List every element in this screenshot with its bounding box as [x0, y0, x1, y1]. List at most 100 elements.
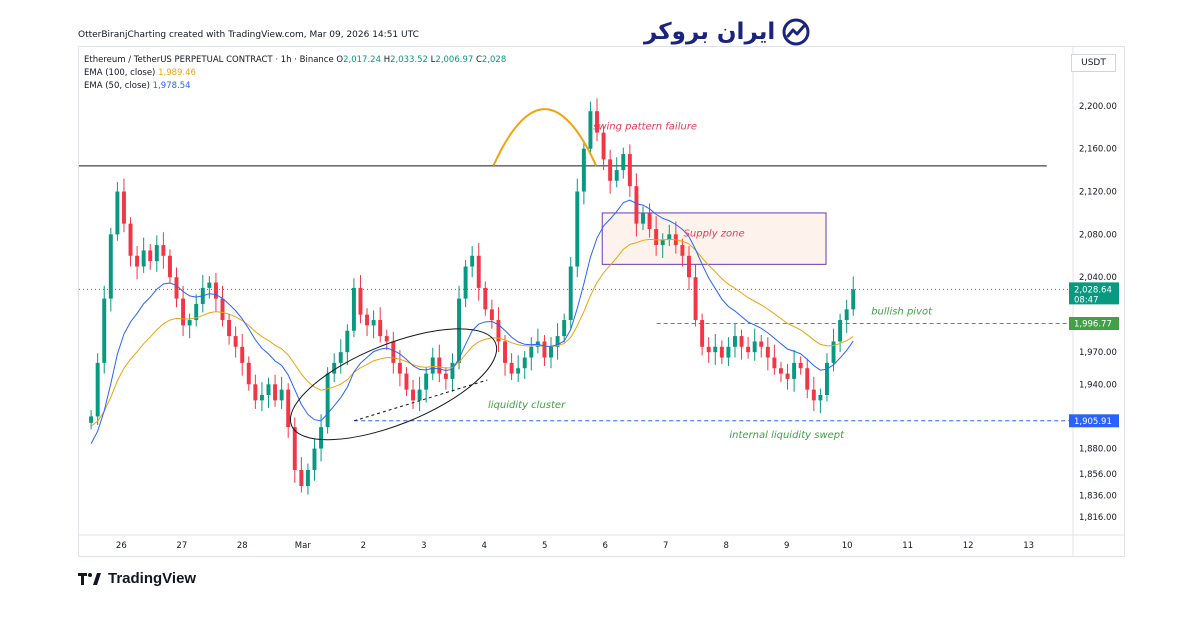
candle	[608, 159, 613, 181]
legend-close-label: C	[475, 55, 482, 65]
candle	[700, 320, 705, 347]
candle	[595, 111, 599, 133]
candle	[555, 336, 560, 347]
candle	[213, 282, 218, 299]
time-tick-label: 12	[963, 541, 974, 551]
time-tick-label: 11	[902, 541, 913, 551]
candle	[286, 389, 291, 428]
candle	[496, 320, 501, 342]
candle	[549, 346, 553, 358]
last-price-tag: 2,028.64	[1074, 285, 1112, 295]
legend-ema100-value: 1,989.46	[158, 68, 196, 78]
candle	[844, 309, 849, 321]
candle	[161, 245, 166, 256]
brand-name: ایران بروکر	[644, 19, 776, 45]
bullish-pivot-tag: 1,996.77	[1074, 319, 1112, 329]
price-tick-label: 1,970.00	[1079, 348, 1117, 358]
candle	[733, 336, 737, 347]
candle	[785, 373, 790, 379]
candle	[509, 362, 514, 374]
candle	[312, 448, 317, 470]
candle	[811, 389, 816, 401]
time-tick-label: 6	[603, 541, 608, 551]
legend-symbol-row: Ethereum / TetherUS PERPETUAL CONTRACT ·…	[84, 54, 506, 67]
internal-liquidity-swept-label: internal liquidity swept	[729, 430, 845, 441]
candle	[739, 336, 744, 347]
candle	[194, 303, 199, 321]
candle	[693, 277, 698, 321]
candle	[443, 373, 448, 379]
internal-liquidity-tag-bg	[1069, 414, 1119, 428]
candle	[680, 245, 685, 256]
candle	[292, 427, 297, 470]
candle	[621, 154, 626, 171]
chart-attribution: OtterBiranjCharting created with Trading…	[78, 30, 419, 40]
candle	[824, 362, 829, 395]
tradingview-wordmark: TradingView	[108, 570, 197, 587]
candle	[305, 469, 310, 487]
candle	[765, 346, 770, 358]
candle	[798, 362, 803, 369]
time-tick-label: 4	[482, 541, 487, 551]
candle	[759, 341, 764, 347]
candle	[522, 357, 527, 369]
candle	[746, 346, 751, 353]
legend-symbol[interactable]: Ethereum / TetherUS PERPETUAL CONTRACT ·…	[84, 55, 334, 65]
liquidity-trendline	[354, 379, 488, 422]
currency-selector[interactable]: USDT	[1071, 54, 1116, 72]
liquidity-cluster-label: liquidity cluster	[488, 400, 566, 411]
candle	[338, 352, 343, 363]
candle	[667, 234, 672, 240]
candle	[141, 250, 146, 267]
candle	[174, 277, 179, 299]
price-chart[interactable]: 2,200.00 2,160.00 2,120.00 2,080.00 2,040.00…	[79, 47, 1124, 556]
candle	[167, 255, 172, 278]
liquidity-cluster-ellipse	[289, 328, 498, 441]
countdown-tag: 08:47	[1074, 295, 1099, 305]
candle	[601, 132, 606, 160]
supply-zone-label: Supply zone	[684, 229, 745, 240]
time-tick-label: 5	[542, 541, 547, 551]
candle	[457, 298, 462, 363]
candle	[838, 320, 843, 342]
candle	[207, 282, 212, 288]
candle	[489, 309, 494, 321]
time-tick-label: 9	[784, 541, 789, 551]
candle	[831, 341, 836, 363]
price-tick-label: 2,120.00	[1079, 188, 1117, 198]
legend-close: 2,028	[481, 55, 507, 65]
candle	[233, 336, 238, 347]
candle	[121, 191, 126, 224]
chart-legend: Ethereum / TetherUS PERPETUAL CONTRACT ·…	[84, 54, 506, 93]
candle	[227, 320, 232, 337]
candle	[588, 111, 593, 149]
legend-ema50-row[interactable]: EMA (50, close) 1,978.54	[84, 80, 506, 93]
candle	[148, 250, 153, 262]
tradingview-logo-icon	[78, 572, 101, 585]
candle	[332, 362, 337, 374]
candle	[246, 362, 251, 385]
candle	[450, 362, 455, 379]
candle	[397, 362, 402, 374]
swing-arc	[492, 108, 598, 167]
candle	[437, 357, 442, 374]
candle	[476, 255, 481, 288]
legend-ema100-row[interactable]: EMA (100, close) 1,989.46	[84, 67, 506, 80]
chart-frame[interactable]: 2,200.00 2,160.00 2,120.00 2,080.00 2,040.00…	[78, 46, 1125, 557]
candle	[108, 234, 113, 299]
price-tick-label: 1,856.00	[1079, 470, 1117, 480]
candle	[220, 298, 225, 321]
candle	[240, 346, 245, 363]
candle	[365, 314, 370, 326]
candle	[575, 191, 580, 267]
time-tick-label: 2	[361, 541, 366, 551]
tradingview-logo[interactable]: TradingView	[78, 570, 196, 587]
internal-liquidity-tag: 1,905.91	[1074, 417, 1112, 427]
legend-high-label: H	[383, 55, 391, 65]
time-tick-label: 10	[842, 541, 853, 551]
legend-open: 2,017.24	[343, 55, 381, 65]
chart-trend-icon	[782, 18, 810, 46]
candle	[529, 346, 534, 358]
candle	[279, 389, 284, 401]
candle	[135, 255, 140, 267]
